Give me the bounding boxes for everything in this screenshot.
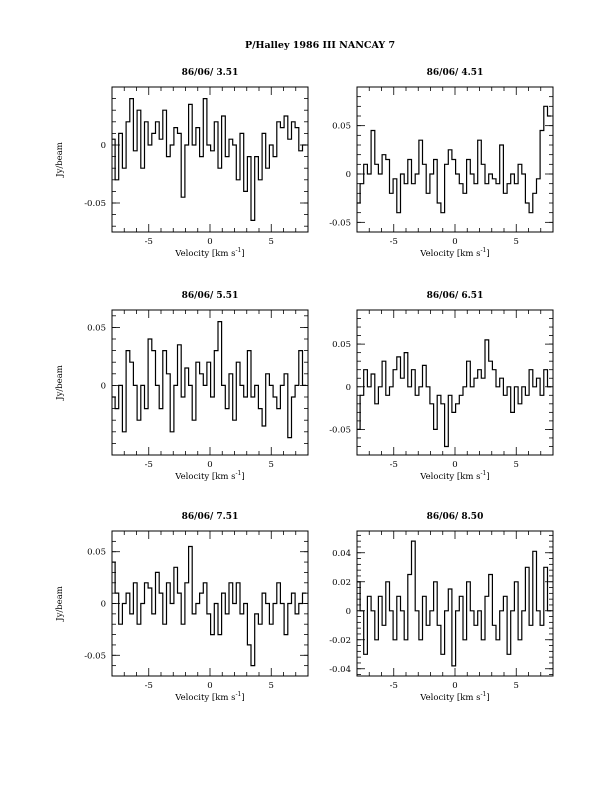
x-axis-label: Velocity [km s-1] — [419, 470, 489, 482]
x-axis-label: Velocity [km s-1] — [419, 691, 489, 703]
y-tick-label: 0 — [101, 600, 106, 610]
x-tick-label: 5 — [269, 681, 274, 691]
chart-panel: 0.05 0 -0.05 -5 0 5 86/06/ 4.51 Velocity [km s-… — [329, 68, 554, 259]
spectrum-series-line — [112, 545, 307, 667]
chart-panel: 0.05 0 -5 0 5 86/06/ 5.51 Velocity [km s-1] Jy/… — [55, 291, 309, 482]
x-axis-label: Velocity [km s-1] — [174, 247, 244, 259]
x-axis-label: Velocity [km s-1] — [174, 470, 244, 482]
x-tick-label: 0 — [207, 681, 212, 691]
y-tick-label: 0 — [101, 141, 106, 151]
x-tick-label: -5 — [390, 681, 398, 691]
x-tick-label: -5 — [390, 237, 398, 247]
y-tick-label: 0 — [346, 607, 351, 617]
x-tick-label: 0 — [207, 237, 212, 247]
y-tick-label: -0.04 — [329, 665, 351, 675]
x-axis-label-sup: -1 — [481, 470, 487, 477]
x-tick-label: 0 — [452, 681, 457, 691]
chart-panel: 0.04 0.02 0 -0.02 -0.04 -5 0 5 86/06/ 8.50 Veloci… — [329, 512, 554, 703]
x-axis-label-sup: -1 — [481, 247, 487, 254]
x-axis-label: Velocity [km s-1] — [174, 691, 244, 703]
x-axis-label-text: Velocity [km s — [419, 472, 480, 482]
x-axis-label-text: Velocity [km s — [174, 472, 235, 482]
y-tick-label: -0.05 — [84, 651, 106, 661]
x-tick-label: 0 — [207, 460, 212, 470]
y-tick-label: 0.05 — [332, 122, 351, 132]
x-tick-label: 5 — [514, 460, 519, 470]
y-tick-label: 0.05 — [87, 548, 106, 558]
y-tick-label: 0.05 — [87, 323, 106, 333]
y-tick-label: -0.05 — [329, 425, 351, 435]
spectrum-series-line — [357, 540, 552, 667]
chart-title: 86/06/ 8.50 — [427, 512, 484, 522]
x-tick-label: -5 — [390, 460, 398, 470]
x-axis-label-sup: -1 — [236, 691, 242, 698]
y-axis-label: Jy/beam — [55, 365, 65, 401]
spectrum-series-line — [112, 98, 307, 221]
x-axis-label-end: ] — [486, 249, 489, 259]
y-tick-label: 0.04 — [332, 549, 351, 559]
chart-panel: 0.05 0 -0.05 -5 0 5 86/06/ 6.51 Velocity [km s-… — [329, 291, 554, 482]
x-tick-label: -5 — [145, 681, 153, 691]
y-tick-label: 0.02 — [332, 578, 351, 588]
chart-title: 86/06/ 4.51 — [427, 68, 484, 78]
x-axis-label-end: ] — [241, 472, 244, 482]
x-axis-label-text: Velocity [km s — [174, 693, 235, 703]
x-axis-label-text: Velocity [km s — [419, 249, 480, 259]
x-tick-label: 5 — [514, 237, 519, 247]
x-tick-label: 0 — [452, 460, 457, 470]
x-tick-label: 0 — [452, 237, 457, 247]
y-tick-label: -0.02 — [329, 636, 351, 646]
x-tick-label: 5 — [269, 460, 274, 470]
page-title: P/Halley 1986 III NANCAY 7 — [245, 40, 395, 51]
y-tick-label: 0 — [101, 381, 106, 391]
chart-title: 86/06/ 7.51 — [182, 512, 239, 522]
x-axis-label-text: Velocity [km s — [419, 693, 480, 703]
y-tick-label: -0.05 — [84, 199, 106, 209]
x-tick-label: 5 — [269, 237, 274, 247]
x-axis-label-end: ] — [486, 693, 489, 703]
chart-panel: 0.05 0 -0.05 -5 0 5 86/06/ 7.51 Velocity [km s-… — [55, 512, 309, 703]
chart-title: 86/06/ 5.51 — [182, 291, 239, 301]
spectrum-series-line — [357, 339, 552, 448]
x-axis-label-text: Velocity [km s — [174, 249, 235, 259]
x-axis-label: Velocity [km s-1] — [419, 247, 489, 259]
spectrum-series-line — [357, 105, 552, 214]
x-axis-label-sup: -1 — [236, 470, 242, 477]
chart-title: 86/06/ 3.51 — [182, 68, 239, 78]
chart-title: 86/06/ 6.51 — [427, 291, 484, 301]
x-axis-label-sup: -1 — [481, 691, 487, 698]
x-axis-label-end: ] — [241, 693, 244, 703]
y-tick-label: -0.05 — [329, 218, 351, 228]
spectrum-series-line — [112, 321, 307, 439]
x-axis-label-end: ] — [241, 249, 244, 259]
x-tick-label: -5 — [145, 460, 153, 470]
x-tick-label: -5 — [145, 237, 153, 247]
y-axis-label: Jy/beam — [55, 142, 65, 178]
x-axis-label-end: ] — [486, 472, 489, 482]
y-tick-label: 0 — [346, 383, 351, 393]
chart-panel: 0 -0.05 -5 0 5 86/06/ 3.51 Velocity [km s-1] Jy… — [55, 68, 309, 259]
y-tick-label: 0 — [346, 170, 351, 180]
y-tick-label: 0.05 — [332, 340, 351, 350]
y-axis-label: Jy/beam — [55, 586, 65, 622]
x-axis-label-sup: -1 — [236, 247, 242, 254]
x-tick-label: 5 — [514, 681, 519, 691]
